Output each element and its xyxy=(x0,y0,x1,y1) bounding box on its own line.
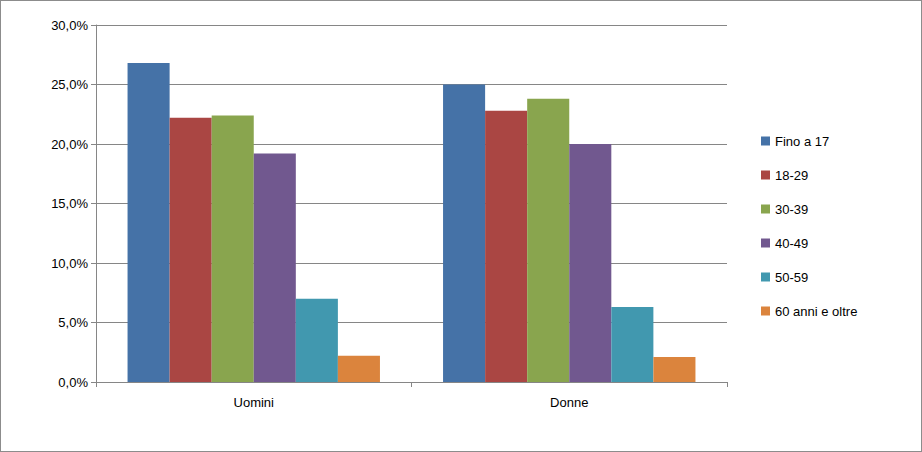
svg-text:25,0%: 25,0% xyxy=(51,77,88,92)
svg-text:0,0%: 0,0% xyxy=(58,375,88,390)
svg-text:40-49: 40-49 xyxy=(775,236,808,251)
svg-text:Fino a 17: Fino a 17 xyxy=(775,134,829,149)
svg-text:18-29: 18-29 xyxy=(775,168,808,183)
svg-text:30,0%: 30,0% xyxy=(51,18,88,33)
svg-text:50-59: 50-59 xyxy=(775,270,808,285)
svg-text:Uomini: Uomini xyxy=(234,395,275,410)
svg-text:15,0%: 15,0% xyxy=(51,196,88,211)
svg-text:10,0%: 10,0% xyxy=(51,256,88,271)
svg-text:30-39: 30-39 xyxy=(775,202,808,217)
svg-text:60 anni e oltre: 60 anni e oltre xyxy=(775,304,857,319)
svg-text:5,0%: 5,0% xyxy=(58,315,88,330)
svg-text:Donne: Donne xyxy=(550,395,588,410)
svg-text:20,0%: 20,0% xyxy=(51,137,88,152)
